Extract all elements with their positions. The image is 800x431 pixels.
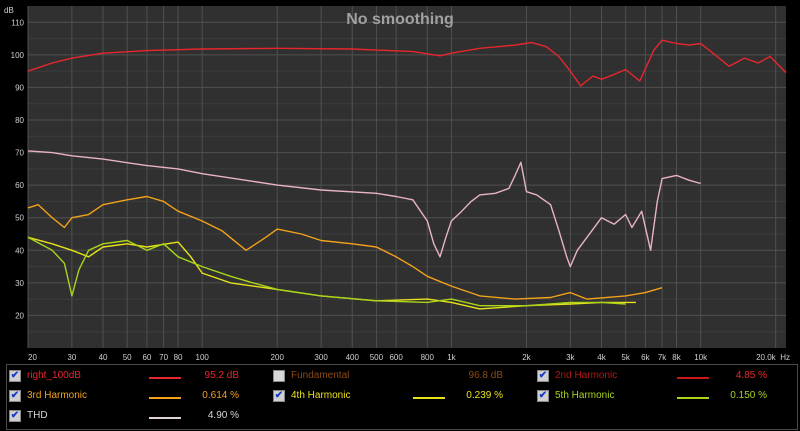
legend-label: Fundamental: [291, 370, 350, 381]
y-tick-label: 70: [15, 149, 24, 158]
x-tick-label: 500: [370, 353, 384, 362]
legend-item: ✔ Fundamental 96.8 dB: [273, 369, 523, 387]
x-tick-label: 40: [99, 353, 108, 362]
y-tick-label: 100: [11, 51, 25, 60]
legend-value: 4.85 %: [735, 370, 767, 381]
y-tick-label: 20: [15, 311, 24, 320]
legend-label: 2nd Harmonic: [555, 370, 618, 381]
legend-swatch: [677, 397, 709, 399]
legend-label: 4th Harmonic: [291, 390, 351, 401]
y-tick-label: 110: [11, 18, 24, 27]
x-tick-label: 4k: [597, 353, 606, 362]
x-tick-label: 5k: [621, 353, 630, 362]
y-tick-label: 80: [15, 116, 24, 125]
legend-checkbox[interactable]: ✔: [537, 370, 549, 382]
x-tick-label: 600: [389, 353, 403, 362]
legend-label: right_100dB: [27, 370, 81, 381]
x-tick-label: 70: [159, 353, 168, 362]
x-tick-label: 200: [271, 353, 285, 362]
x-tick-label: 10k: [694, 353, 708, 362]
x-tick-label: 20.0k: [756, 353, 777, 362]
legend-value: 96.8 dB: [468, 370, 503, 381]
legend-checkbox[interactable]: ✔: [273, 390, 285, 402]
legend-value: 4.90 %: [207, 410, 239, 421]
frequency-response-chart: 110 100 90 80 70 60 50 40 30 20 20 30 40 50 60 70 80 100…: [4, 6, 790, 362]
x-tick-label: 30: [67, 353, 76, 362]
legend-checkbox[interactable]: ✔: [9, 370, 21, 382]
x-tick-label: 300: [314, 353, 328, 362]
x-tick-label: 3k: [566, 353, 575, 362]
x-tick-label: 2k: [522, 353, 531, 362]
y-tick-label: 90: [15, 83, 24, 92]
legend-checkbox[interactable]: ✔: [9, 410, 21, 422]
x-tick-label: 100: [196, 353, 210, 362]
y-unit-label: dB: [4, 6, 14, 15]
y-tick-label: 40: [15, 246, 24, 255]
chart-title: No smoothing: [346, 11, 454, 28]
x-tick-label: 800: [421, 353, 435, 362]
legend-value: 95.2 dB: [204, 370, 239, 381]
legend-label: 3rd Harmonic: [27, 390, 88, 401]
plot-area[interactable]: [28, 6, 786, 348]
series-line-right-100db: [27, 39, 787, 87]
legend-swatch: [149, 417, 181, 419]
legend-item: ✔ 5th Harmonic 0.150 %: [537, 389, 787, 407]
legend-value: 0.150 %: [730, 390, 767, 401]
y-tick-label: 30: [15, 279, 24, 288]
x-tick-label: 7k: [658, 353, 667, 362]
x-unit-label: Hz: [780, 353, 790, 362]
series-line-4th-harmonic: [27, 236, 636, 310]
x-tick-label: 6k: [641, 353, 650, 362]
legend-item: ✔ right_100dB 95.2 dB: [9, 369, 259, 387]
x-tick-label: 60: [142, 353, 151, 362]
legend-checkbox[interactable]: ✔: [537, 390, 549, 402]
y-tick-label: 50: [15, 214, 24, 223]
y-tick-label: 60: [15, 181, 24, 190]
legend-swatch: [149, 397, 181, 399]
legend-panel: ✔ right_100dB 95.2 dB ✔ Fundamental 96.8 dB ✔ 2…: [6, 364, 798, 430]
legend-item: ✔ THD 4.90 %: [9, 409, 259, 427]
x-tick-label: 400: [346, 353, 360, 362]
legend-swatch: [413, 397, 445, 399]
x-tick-label: 80: [174, 353, 183, 362]
legend-label: 5th Harmonic: [555, 390, 615, 401]
legend-checkbox[interactable]: ✔: [9, 390, 21, 402]
legend-swatch: [149, 377, 181, 379]
x-tick-label: 20: [28, 353, 37, 362]
x-tick-label: 50: [123, 353, 132, 362]
legend-item: ✔ 2nd Harmonic 4.85 %: [537, 369, 787, 387]
series-line-5th-harmonic: [27, 236, 626, 307]
x-tick-label: 1k: [447, 353, 456, 362]
legend-swatch: [677, 377, 709, 379]
legend-value: 0.239 %: [466, 390, 503, 401]
series-line-3rd-harmonic: [27, 195, 663, 300]
series-line-thd: [27, 150, 701, 268]
legend-item: ✔ 4th Harmonic 0.239 %: [273, 389, 523, 407]
legend-item: ✔ 3rd Harmonic 0.614 %: [9, 389, 259, 407]
legend-checkbox[interactable]: ✔: [273, 370, 285, 382]
x-tick-label: 8k: [672, 353, 681, 362]
legend-label: THD: [27, 410, 48, 421]
legend-value: 0.614 %: [202, 390, 239, 401]
